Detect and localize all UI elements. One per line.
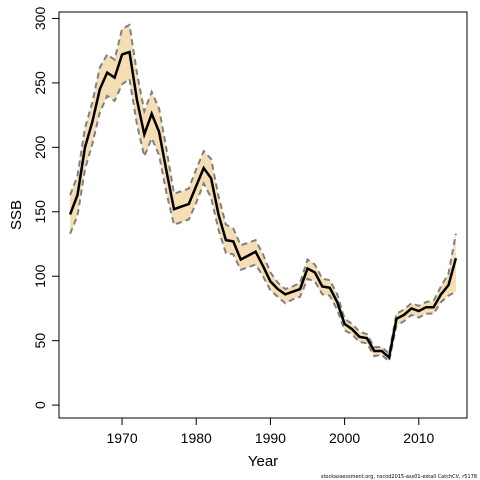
confidence-band [70,24,456,362]
x-axis-title: Year [248,453,278,470]
x-tick-label: 2000 [329,430,360,446]
y-tick-label: 200 [32,135,48,159]
y-tick-label: 150 [32,200,48,224]
y-tick-label: 0 [32,401,48,409]
x-tick-label: 1990 [255,430,286,446]
y-tick-label: 100 [32,264,48,288]
y-axis: 0 50 100 150 200 250 300 [32,7,60,409]
y-tick-label: 300 [32,7,48,31]
y-tick-label: 50 [32,333,48,349]
x-tick-label: 1970 [106,430,137,446]
x-tick-label: 2010 [403,430,434,446]
y-tick-label: 250 [32,71,48,95]
footer-credit: stockassessment.org, nscod2015-ass01-ext… [320,474,477,480]
x-tick-label: 1980 [181,430,212,446]
x-axis: 1970 1980 1990 2000 2010 [106,417,435,446]
y-axis-title: SSB [8,200,25,230]
ssb-estimate-line [68,50,458,360]
